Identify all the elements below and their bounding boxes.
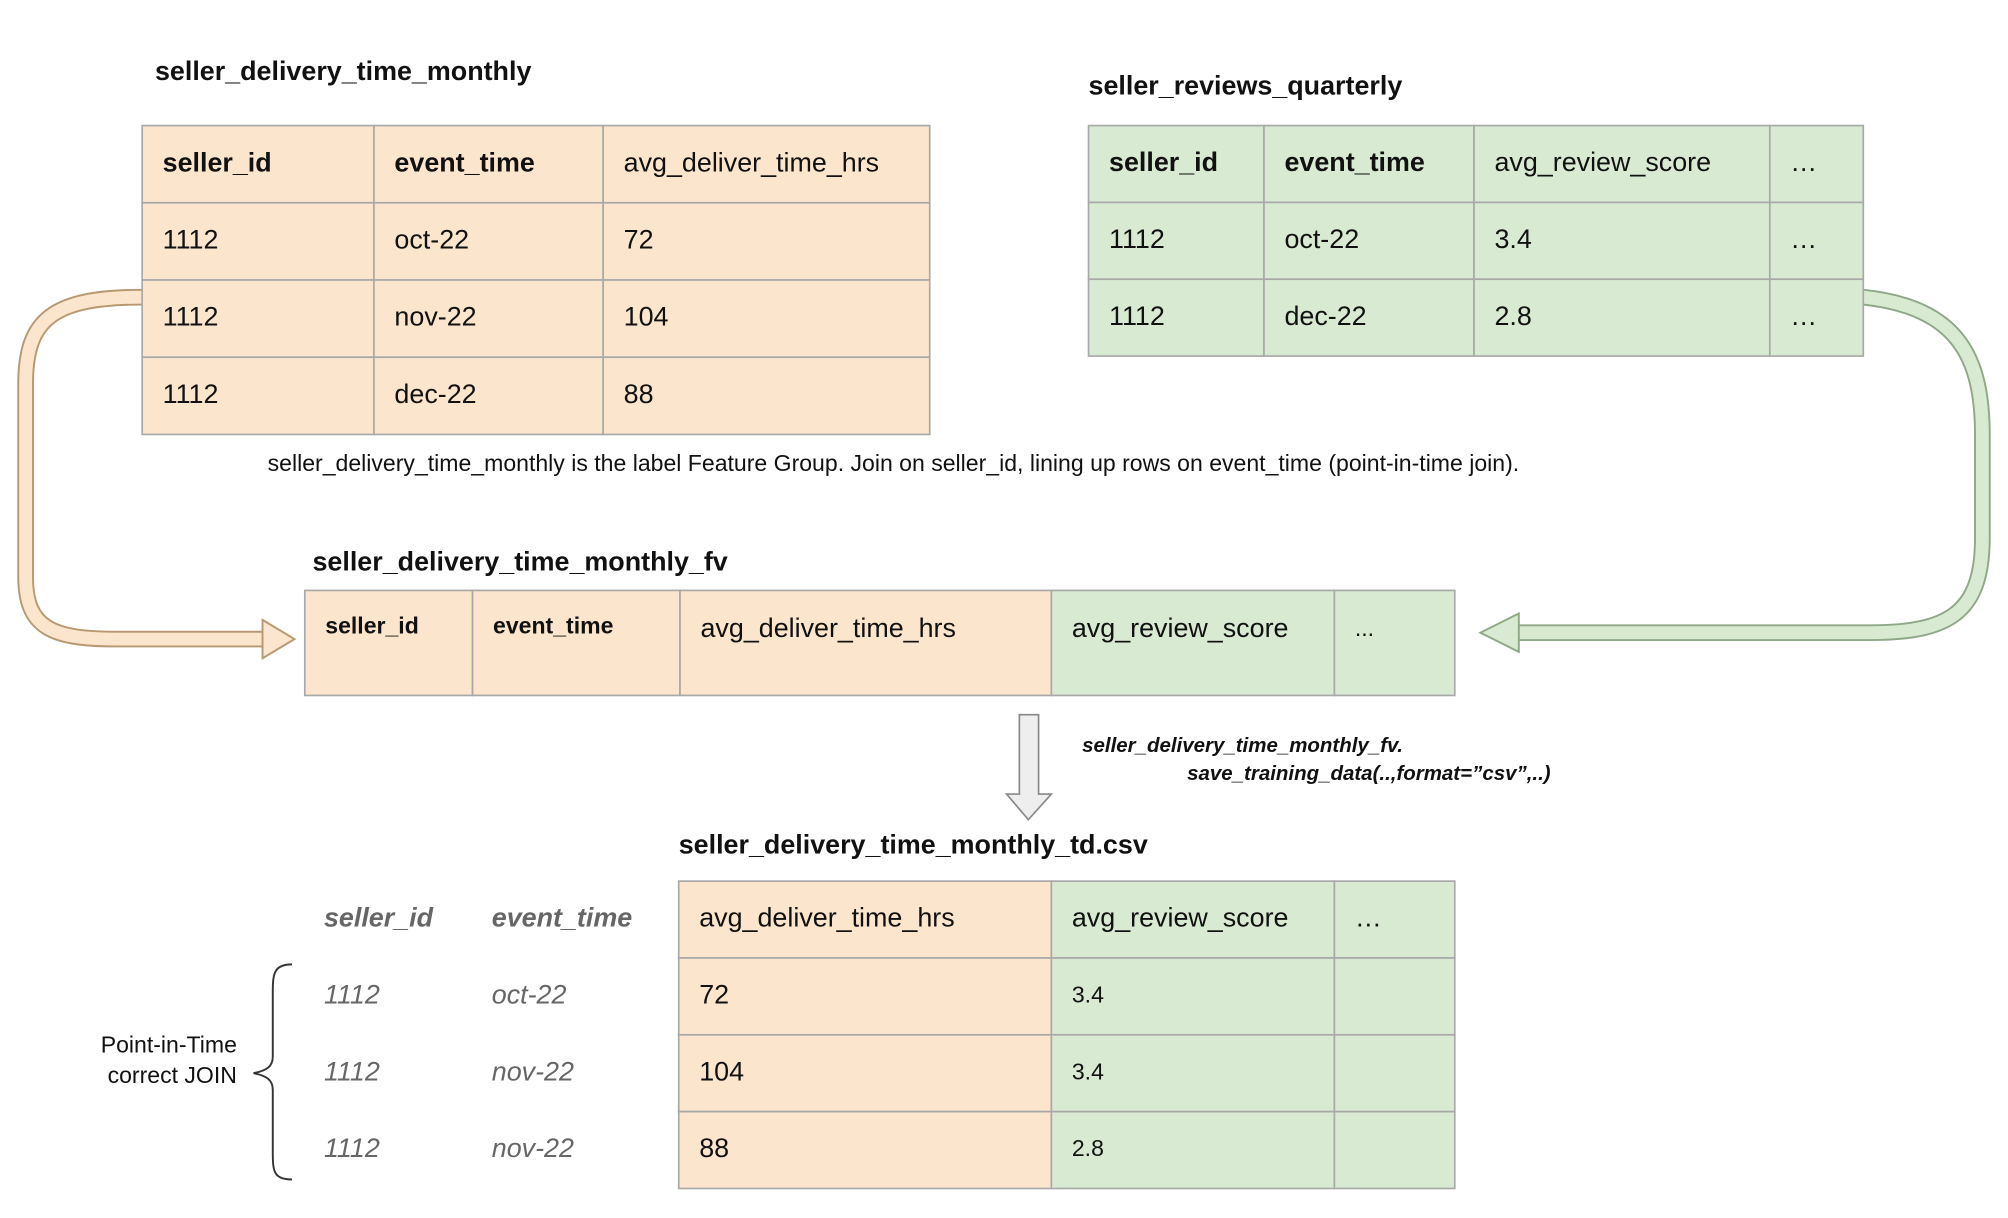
cell-text: 1112 [324,1056,380,1086]
table-cell [1473,201,1771,281]
arrowhead-left [261,618,297,660]
cell-text: 1112 [324,1133,380,1163]
cell-text: 1112 [163,225,219,255]
table-cell [1333,1033,1456,1113]
cell-text: avg_deliver_time_hrs [700,613,955,643]
cell-text: 104 [624,302,669,332]
cell-text: … [1790,147,1817,177]
cell-text: nov-22 [492,1056,574,1086]
join-arrow-left-fill [19,290,272,646]
cell-text: oct-22 [394,225,469,255]
table-cell [1768,278,1865,357]
cell-text: event_time [394,147,534,177]
cell-text: avg_review_score [1072,903,1289,933]
table-cell [602,201,931,281]
table-cell [373,356,605,436]
cell-text: 3.4 [1072,981,1104,1007]
table-cell [679,589,1053,697]
brace-label: Point-in-Time [101,1031,237,1057]
cell-text: ... [1355,615,1374,641]
table-title: seller_delivery_time_monthly [155,56,531,86]
table-cell [1050,1033,1336,1113]
code-line: save_training_data(..,format=”csv”,..) [1187,762,1551,785]
cell-text: seller_id [325,613,419,639]
down-arrow [1004,713,1054,821]
table-cell [602,279,931,359]
table-cell [141,124,375,204]
brace [253,963,292,1181]
cell-text: 104 [699,1056,744,1086]
table-cell [1050,957,1336,1036]
cell-text: 88 [699,1133,729,1163]
table-cell [602,356,931,436]
table-cell [303,589,474,697]
cell-text: event_time [493,613,614,639]
table-title: seller_reviews_quarterly [1089,70,1403,100]
table-cell [677,880,1053,959]
cell-text: avg_review_score [1072,613,1289,643]
table-cell [1263,201,1475,281]
table-cell [1473,278,1771,357]
cell-text: … [1790,301,1817,331]
cell-text: 1112 [163,302,219,332]
table-title: seller_delivery_time_monthly_td.csv [679,830,1148,860]
table-cell [1768,124,1865,204]
table-cell [141,201,375,281]
cell-text: 1112 [1109,301,1165,331]
table-cell [1333,589,1456,697]
cell-text: 72 [699,979,729,1009]
table-cell [141,356,375,436]
cell-text: 1112 [324,979,380,1009]
table-title: seller_delivery_time_monthly_fv [312,547,727,577]
cell-text: … [1790,224,1817,254]
code-line: seller_delivery_time_monthly_fv. [1082,734,1403,757]
cell-text: avg_review_score [1494,147,1711,177]
cell-text: … [1355,903,1382,933]
cell-text: 88 [624,379,654,409]
cell-text: avg_deliver_time_hrs [624,147,879,177]
table-cell [602,124,931,204]
cell-text: 72 [624,225,654,255]
cell-text: 2.8 [1072,1135,1104,1161]
table-cell [1050,589,1336,697]
table-cell [1050,1110,1336,1190]
cell-text: nov-22 [394,302,476,332]
table-cell [1087,278,1265,357]
table-cell [1263,278,1475,357]
table-cell [471,589,681,697]
table-cell [677,957,1053,1036]
table-cell [1050,880,1336,959]
cell-text: oct-22 [492,979,567,1009]
cell-text: event_time [1284,147,1424,177]
cell-text: 3.4 [1072,1058,1104,1084]
cell-text: dec-22 [394,379,476,409]
table-cell [1333,1110,1456,1190]
cell-text: 2.8 [1494,301,1531,331]
cell-text: nov-22 [492,1133,574,1163]
join-arrow-right-fill [1504,290,1989,640]
table-cell [1333,880,1456,959]
table-cell [677,1110,1053,1190]
cell-text: seller_id [163,147,272,177]
cell-text: 1112 [1109,224,1165,254]
cell-text: seller_id [1109,147,1218,177]
cell-text: avg_deliver_time_hrs [699,903,954,933]
note: seller_delivery_time_monthly is the labe… [268,450,1520,476]
table-cell [373,201,605,281]
cell-text: 1112 [163,379,219,409]
cell-text: oct-22 [1284,224,1359,254]
table-cell [1333,957,1456,1036]
cell-text: event_time [492,903,632,933]
cell-text: seller_id [324,903,434,933]
table-cell [1263,124,1475,204]
cell-text: dec-22 [1284,301,1366,331]
cell-text: 3.4 [1494,224,1531,254]
table-cell [1768,201,1865,281]
brace-label: correct JOIN [108,1062,237,1088]
arrowhead-right [1478,611,1520,654]
